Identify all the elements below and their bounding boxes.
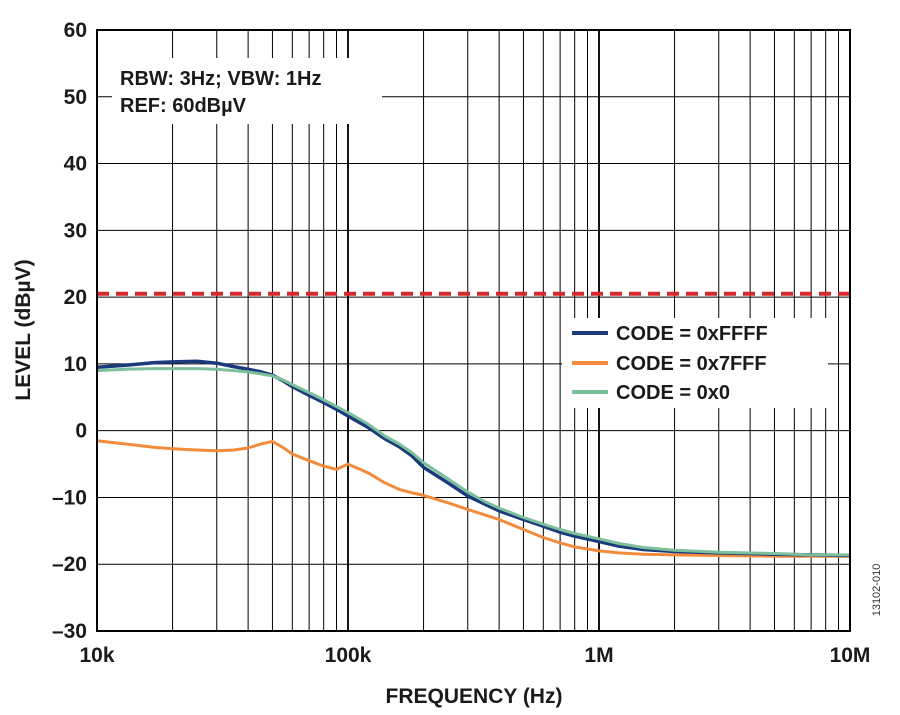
annotation-line-1: RBW: 3Hz; VBW: 1Hz <box>120 68 321 90</box>
series-line-0xffff <box>96 359 851 558</box>
y-tick-label: 20 <box>64 286 87 309</box>
y-tick-label: –30 <box>52 620 87 643</box>
x-tick-label: 100k <box>325 644 372 667</box>
series-line-0x7fff <box>96 439 850 558</box>
legend-label-0x0: CODE = 0x0 <box>616 382 730 404</box>
figure-id: 13102-010 <box>871 564 883 617</box>
series-group <box>96 359 851 558</box>
y-tick-label: 10 <box>64 353 87 376</box>
series-line-0x0 <box>96 367 850 557</box>
y-tick-label: 30 <box>64 219 87 242</box>
y-tick-label: 0 <box>75 420 87 443</box>
legend: CODE = 0xFFFF CODE = 0x7FFF CODE = 0x0 <box>562 318 828 408</box>
x-axis-label: FREQUENCY (Hz) <box>386 685 563 708</box>
legend-label-0x7fff: CODE = 0x7FFF <box>616 353 767 375</box>
plot-frame <box>96 29 851 632</box>
legend-label-0xffff: CODE = 0xFFFF <box>616 323 768 345</box>
y-axis-label: LEVEL (dBµV) <box>12 259 35 400</box>
x-tick-labels: 10k 100k 1M 10M <box>79 644 870 667</box>
y-tick-label: 50 <box>64 86 87 109</box>
x-tick-label: 10M <box>830 644 871 667</box>
annotation-box <box>112 58 382 124</box>
y-tick-labels: 60 50 40 30 20 10 0 –10 –20 –30 <box>52 19 87 643</box>
y-tick-label: 60 <box>64 19 87 42</box>
y-tick-label: 40 <box>64 153 87 176</box>
x-tick-label: 10k <box>79 644 114 667</box>
annotation-line-2: REF: 60dBµV <box>120 95 247 117</box>
y-tick-label: –20 <box>52 553 87 576</box>
x-tick-label: 1M <box>584 644 613 667</box>
y-tick-label: –10 <box>52 486 87 509</box>
